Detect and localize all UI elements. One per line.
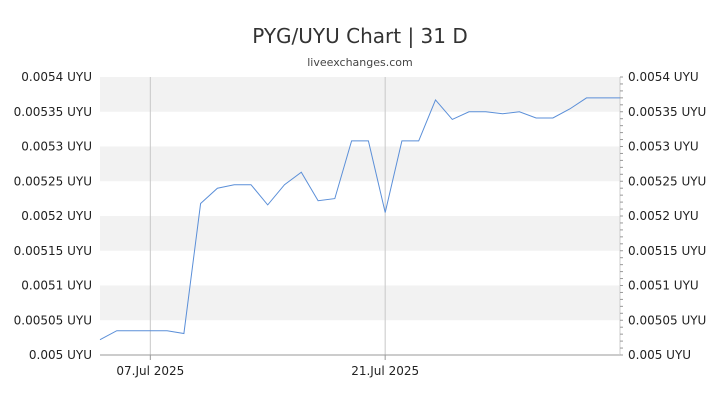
y-tick-label-left: 0.0053 UYU	[21, 140, 92, 154]
y-tick-label-right: 0.0054 UYU	[628, 70, 699, 84]
x-axis: 07.Jul 2025 21.Jul 2025	[116, 355, 419, 378]
y-tick-label-left: 0.0051 UYU	[21, 279, 92, 293]
vertical-gridlines	[149, 77, 386, 355]
grid-band	[100, 285, 620, 321]
x-tick-label: 07.Jul 2025	[116, 364, 184, 378]
y-tick-label-right: 0.005 UYU	[628, 348, 691, 362]
y-axis-right-minor-ticks	[620, 76, 623, 356]
x-tick-label: 21.Jul 2025	[351, 364, 419, 378]
y-axis-left: 0.005 UYU 0.00505 UYU 0.0051 UYU 0.00515 UY…	[14, 70, 92, 362]
grid-band	[100, 216, 620, 251]
y-tick-label-left: 0.00535 UYU	[14, 105, 92, 119]
y-tick-label-right: 0.0052 UYU	[628, 209, 699, 223]
y-tick-label-left: 0.0054 UYU	[21, 70, 92, 84]
y-tick-label-right: 0.0053 UYU	[628, 140, 699, 154]
chart-title: PYG/UYU Chart | 31 D	[252, 24, 468, 48]
series-line	[99, 97, 620, 341]
grid-bands	[100, 77, 620, 355]
chart-subtitle: liveexchanges.com	[307, 56, 413, 69]
grid-band	[100, 77, 620, 112]
grid-band	[100, 320, 620, 355]
grid-band	[100, 181, 620, 216]
y-tick-label-right: 0.00515 UYU	[628, 244, 706, 258]
y-tick-label-left: 0.005 UYU	[29, 348, 92, 362]
y-tick-label-right: 0.00505 UYU	[628, 313, 706, 327]
y-tick-label-left: 0.00525 UYU	[14, 174, 92, 188]
y-tick-label-right: 0.00525 UYU	[628, 174, 706, 188]
y-tick-label-left: 0.00515 UYU	[14, 244, 92, 258]
grid-band	[100, 250, 620, 286]
y-tick-label-left: 0.00505 UYU	[14, 313, 92, 327]
grid-band	[100, 146, 620, 182]
y-tick-label-right: 0.00535 UYU	[628, 105, 706, 119]
y-tick-label-right: 0.0051 UYU	[628, 279, 699, 293]
y-axis-right: 0.005 UYU 0.00505 UYU 0.0051 UYU 0.00515 UY…	[628, 70, 706, 362]
y-tick-label-left: 0.0052 UYU	[21, 209, 92, 223]
